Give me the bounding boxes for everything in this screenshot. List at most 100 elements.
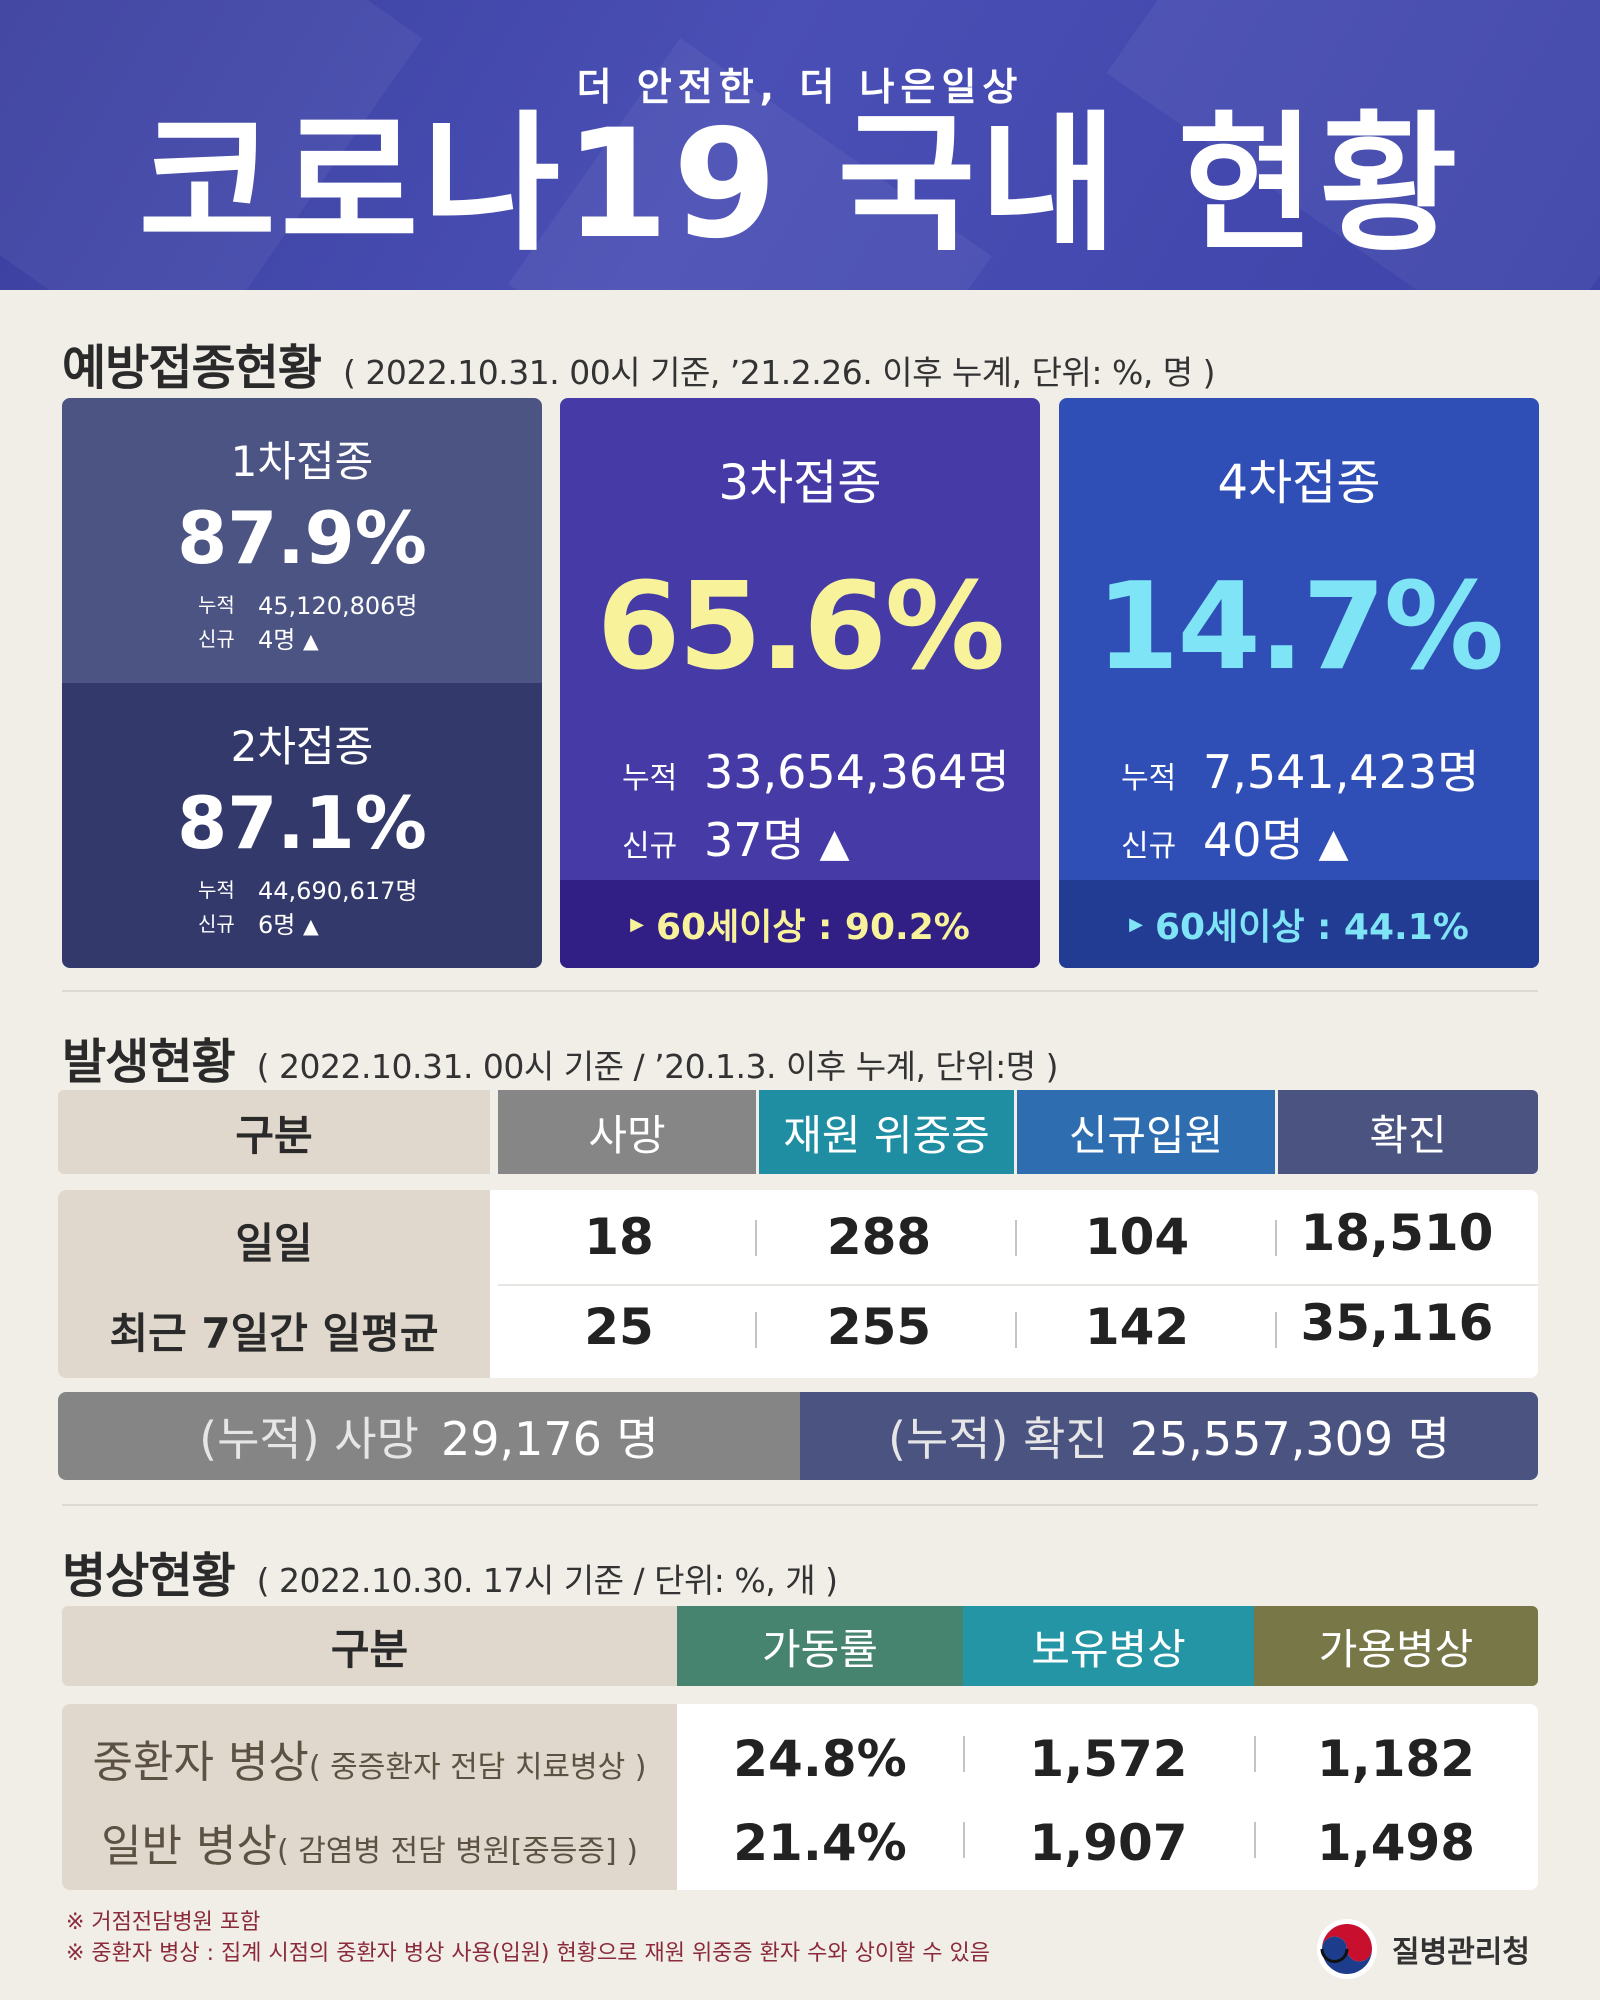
up-arrow-icon: ▲	[819, 821, 850, 866]
section-divider	[62, 990, 1538, 992]
footnote: ※ 중환자 병상 : 집계 시점의 중환자 병상 사용(입원) 현황으로 재원 …	[66, 1941, 991, 1966]
new-value: 4명 ▲	[258, 626, 319, 654]
dose-percent: 87.1%	[177, 781, 427, 865]
cumulative-value: 45,120,806명	[258, 592, 418, 620]
table-cell: 1,907	[1029, 1814, 1188, 1872]
cumulative-line: 누적 7,541,423명	[1121, 736, 1479, 802]
table-cell: 18,510	[1300, 1204, 1494, 1262]
new-value: 6명 ▲	[258, 911, 319, 939]
dose-2-panel: 2차접종 87.1% 누적 44,690,617명 신규 6명 ▲	[62, 683, 542, 968]
section-title: 발생현황	[62, 1034, 236, 1090]
table-cell: 25	[584, 1298, 654, 1356]
dose-1-panel: 1차접종 87.9% 누적 45,120,806명 신규 4명 ▲	[62, 398, 542, 683]
section-note: ( 2022.10.31. 00시 기준, ’21.2.26. 이후 누계, 단…	[342, 353, 1216, 392]
beds-heading: 병상현황 ( 2022.10.30. 17시 기준 / 단위: %, 개 )	[62, 1536, 838, 1606]
footnote: ※ 거점전담병원 포함	[66, 1910, 261, 1935]
cumulative-deaths-bar: (누적) 사망 29,176 명	[58, 1392, 800, 1480]
column-header-severe: 재원 위중증	[759, 1090, 1014, 1174]
cumulative-deaths-value: 29,176 명	[440, 1412, 659, 1466]
new-key: 신규	[1121, 829, 1177, 864]
column-header-occupancy: 가동률	[677, 1606, 963, 1686]
row-label: 중환자 병상( 중증환자 전담 치료병상 )	[92, 1737, 647, 1788]
section-title: 병상현황	[62, 1548, 236, 1604]
cumulative-confirmed-bar: (누적) 확진 25,557,309 명	[800, 1392, 1538, 1480]
new-value: 37명 ▲	[704, 813, 850, 867]
kdca-logo: 질병관리청	[1316, 1918, 1530, 1980]
new-line: 신규 4명 ▲	[198, 620, 319, 655]
table-cell: 255	[826, 1298, 932, 1356]
dose-1-2-card: 1차접종 87.9% 누적 45,120,806명 신규 4명 ▲ 2차접종 8…	[62, 398, 542, 968]
table-cell: 1,498	[1316, 1814, 1476, 1872]
new-key: 신규	[622, 829, 678, 864]
table-cell: 1,572	[1029, 1730, 1188, 1788]
cumulative-key: 누적	[198, 878, 235, 902]
occurrence-heading: 발생현황 ( 2022.10.31. 00시 기준 / ’20.1.3. 이후 …	[62, 1022, 1059, 1092]
column-header-confirmed: 확진	[1278, 1090, 1538, 1174]
cell-separator	[1254, 1822, 1256, 1858]
elder-rate-bar: ▶ 60세이상 : 44.1%	[1059, 880, 1539, 968]
triangle-right-icon: ▶	[1129, 913, 1143, 935]
cumulative-confirmed-value: 25,557,309 명	[1129, 1412, 1451, 1466]
new-key: 신규	[198, 627, 235, 651]
dose-3-card: 3차접종 65.6% 누적 33,654,364명 신규 37명 ▲ ▶ 60세…	[560, 398, 1040, 968]
up-arrow-icon: ▲	[303, 914, 319, 938]
column-header-deaths: 사망	[498, 1090, 756, 1174]
cumulative-key: 누적	[622, 761, 678, 796]
dose-label: 4차접종	[1217, 455, 1381, 511]
row-labels: 중환자 병상( 중증환자 전담 치료병상 ) 일반 병상( 감염병 전담 병원[…	[62, 1704, 677, 1890]
table-cell: 21.4%	[733, 1814, 907, 1872]
column-header-available-beds: 가용병상	[1254, 1606, 1538, 1686]
triangle-right-icon: ▶	[630, 913, 644, 935]
cumulative-key: 누적	[1121, 761, 1177, 796]
cell-separator	[1275, 1220, 1277, 1256]
column-header-held-beds: 보유병상	[963, 1606, 1254, 1686]
dose-percent: 87.9%	[177, 496, 427, 580]
header-banner: 더 안전한, 더 나은일상 코로나19 국내 현황	[0, 0, 1600, 290]
agency-name: 질병관리청	[1392, 1935, 1530, 1970]
table-cell: 18	[584, 1208, 654, 1266]
table-cell: 288	[826, 1208, 932, 1266]
dose-label: 2차접종	[230, 722, 374, 771]
cumulative-confirmed-label: (누적) 확진	[887, 1412, 1108, 1466]
dose-percent: 65.6%	[596, 558, 1005, 697]
column-header-admissions: 신규입원	[1017, 1090, 1275, 1174]
header-subtitle: 더 안전한, 더 나은일상	[576, 65, 1024, 109]
cell-separator	[963, 1736, 965, 1772]
cumulative-line: 누적 33,654,364명	[622, 736, 1010, 802]
column-header-category: 구분	[58, 1090, 490, 1174]
section-note: ( 2022.10.31. 00시 기준 / ’20.1.3. 이후 누계, 단…	[256, 1047, 1059, 1086]
vaccination-heading: 예방접종현황 ( 2022.10.31. 00시 기준, ’21.2.26. 이…	[62, 328, 1216, 398]
table-cell: 104	[1084, 1208, 1190, 1266]
cumulative-value: 33,654,364명	[704, 745, 1010, 799]
occurrence-table: 일일 최근 7일간 일평균 18 288 104 18,510 25 255 1…	[58, 1190, 1538, 1378]
new-key: 신규	[198, 912, 235, 936]
section-note: ( 2022.10.30. 17시 기준 / 단위: %, 개 )	[256, 1561, 838, 1600]
row-labels: 일일 최근 7일간 일평균	[58, 1190, 490, 1378]
cumulative-value: 7,541,423명	[1203, 745, 1480, 799]
beds-table: 중환자 병상( 중증환자 전담 치료병상 ) 일반 병상( 감염병 전담 병원[…	[62, 1704, 1538, 1890]
cumulative-value: 44,690,617명	[258, 877, 418, 905]
up-arrow-icon: ▲	[1318, 821, 1349, 866]
cell-separator	[963, 1822, 965, 1858]
cumulative-deaths-label: (누적) 사망	[199, 1412, 419, 1466]
cumulative-key: 누적	[198, 593, 235, 617]
table-cell: 142	[1084, 1298, 1190, 1356]
cell-separator	[755, 1220, 757, 1256]
column-header-category: 구분	[62, 1606, 677, 1686]
dose-label: 1차접종	[230, 437, 374, 486]
section-title: 예방접종현황	[62, 340, 322, 396]
row-label: 최근 7일간 일평균	[109, 1309, 439, 1358]
dose-4-card: 4차접종 14.7% 누적 7,541,423명 신규 40명 ▲ ▶ 60세이…	[1059, 398, 1539, 968]
dose-label: 3차접종	[718, 455, 882, 511]
new-line: 신규 6명 ▲	[198, 905, 319, 940]
cumulative-line: 누적 45,120,806명	[198, 586, 418, 621]
row-label: 일반 병상( 감염병 전담 병원[중등증] )	[101, 1821, 638, 1872]
cell-separator	[1275, 1312, 1277, 1348]
table-cell: 24.8%	[733, 1730, 907, 1788]
elder-rate-bar: ▶ 60세이상 : 90.2%	[560, 880, 1040, 968]
row-label: 일일	[235, 1219, 313, 1268]
table-cell: 35,116	[1300, 1294, 1494, 1352]
new-line: 신규 37명 ▲	[622, 804, 850, 870]
cumulative-line: 누적 44,690,617명	[198, 871, 418, 906]
elder-rate: 60세이상 : 90.2%	[656, 907, 970, 948]
